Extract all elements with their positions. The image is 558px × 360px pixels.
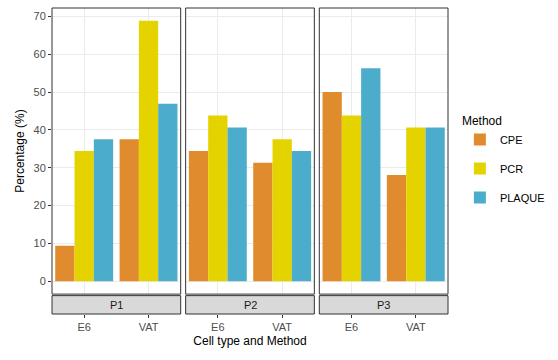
svg-text:20: 20 [34, 199, 46, 211]
svg-text:70: 70 [34, 10, 46, 22]
svg-text:P3: P3 [377, 299, 390, 311]
svg-text:Cell type and Method: Cell type and Method [193, 334, 306, 348]
svg-text:E6: E6 [345, 321, 358, 333]
svg-text:VAT: VAT [406, 321, 426, 333]
svg-text:40: 40 [34, 124, 46, 136]
svg-text:50: 50 [34, 86, 46, 98]
svg-text:E6: E6 [211, 321, 224, 333]
svg-text:VAT: VAT [272, 321, 292, 333]
svg-text:60: 60 [34, 48, 46, 60]
svg-text:10: 10 [34, 237, 46, 249]
svg-text:P2: P2 [244, 299, 257, 311]
svg-text:Percentage (%): Percentage (%) [13, 109, 27, 192]
svg-text:30: 30 [34, 162, 46, 174]
svg-text:E6: E6 [77, 321, 90, 333]
svg-text:Method: Method [462, 114, 502, 128]
svg-text:P1: P1 [110, 299, 123, 311]
svg-text:VAT: VAT [139, 321, 159, 333]
svg-text:PLAQUE: PLAQUE [500, 192, 545, 204]
svg-text:PCR: PCR [500, 163, 523, 175]
svg-text:0: 0 [40, 275, 46, 287]
svg-text:CPE: CPE [500, 134, 523, 146]
